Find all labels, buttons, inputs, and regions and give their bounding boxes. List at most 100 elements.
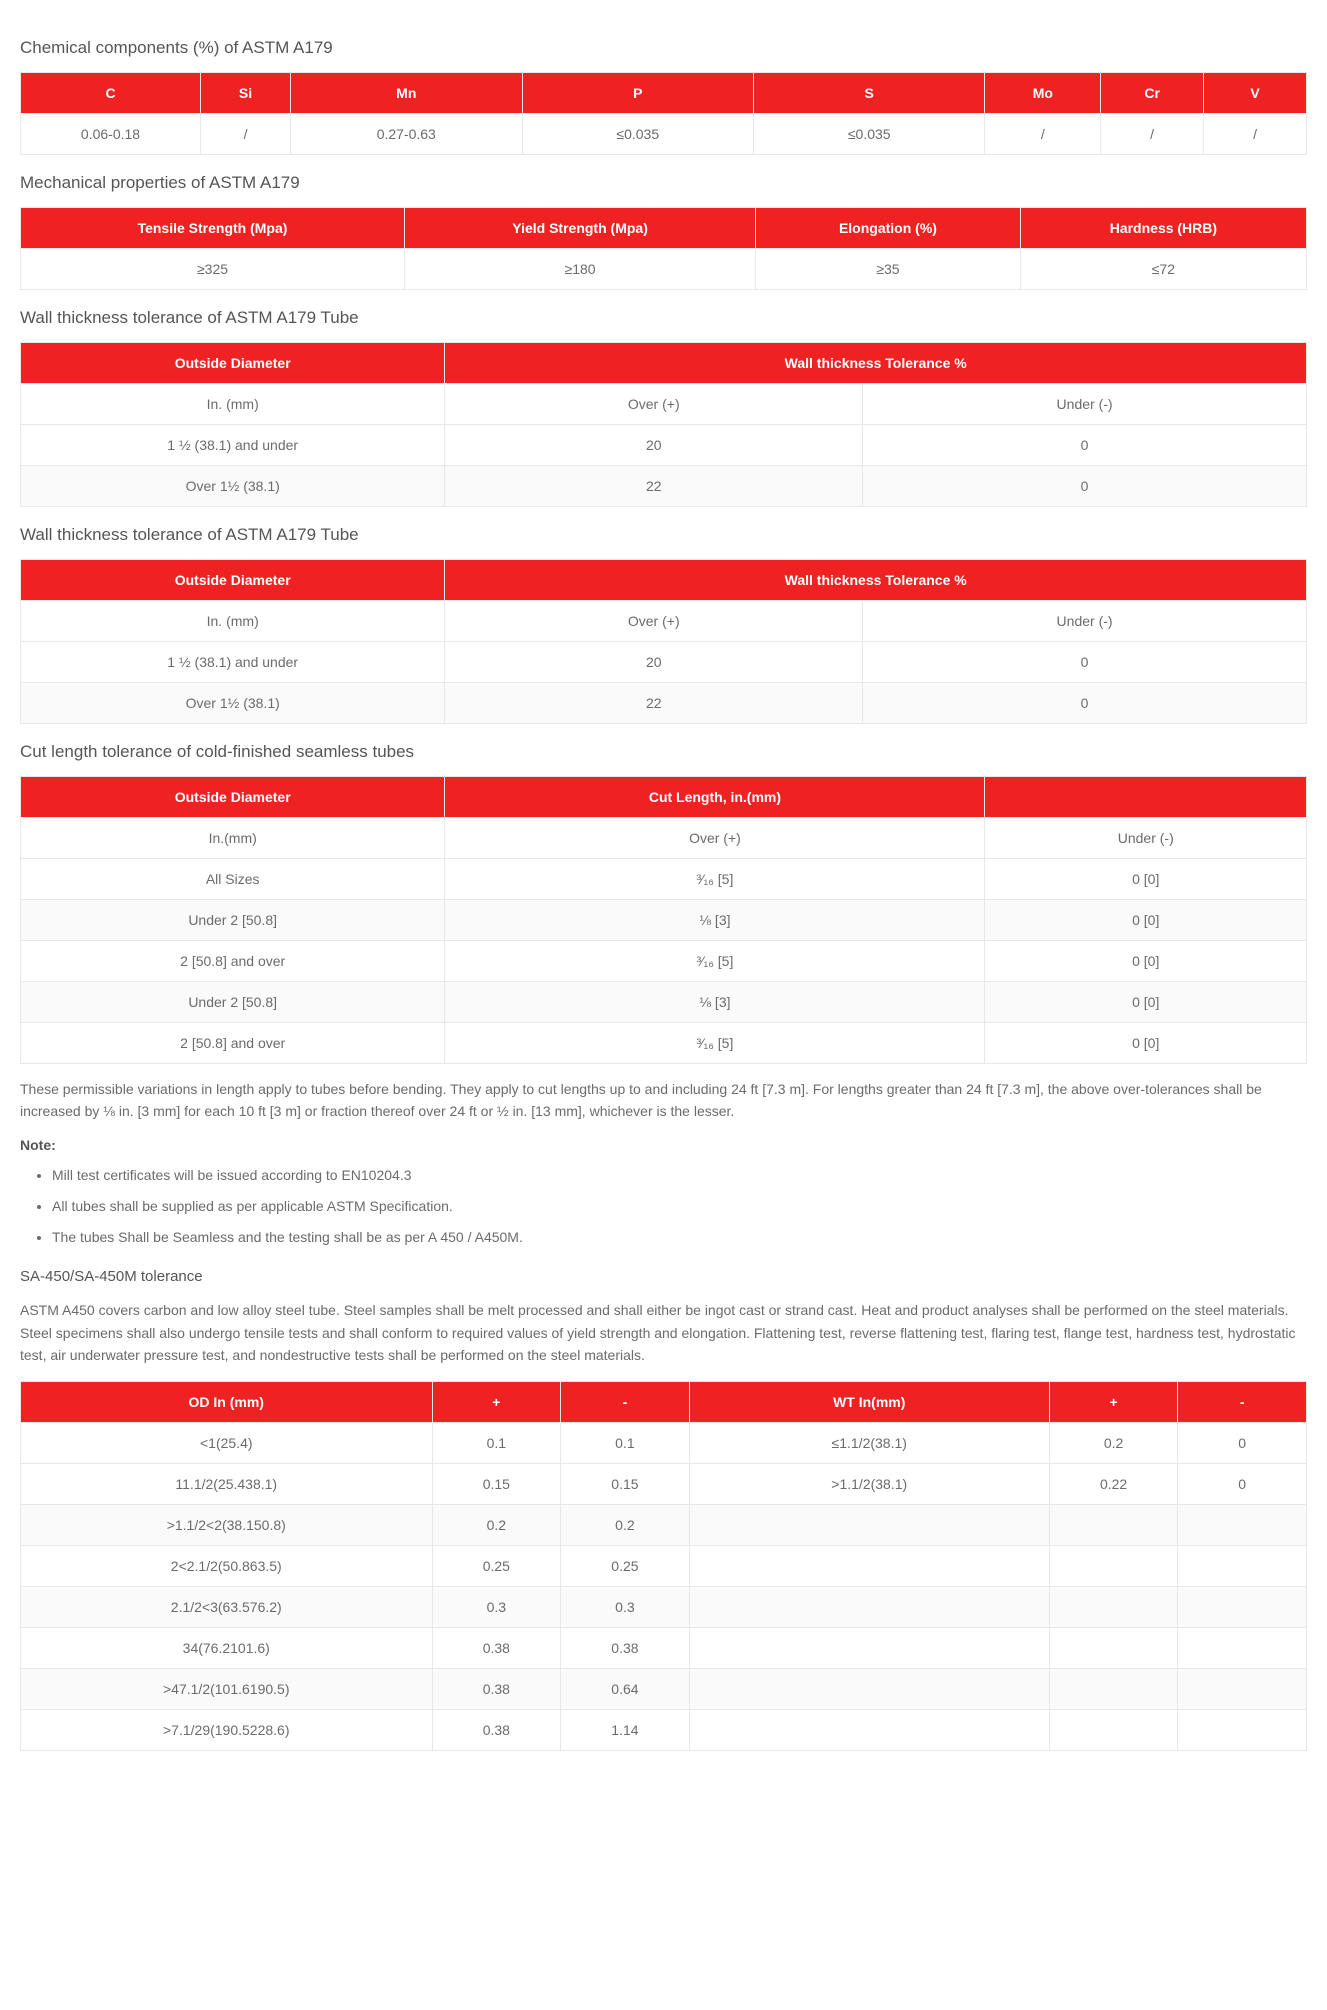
sa-cell: 0.38 <box>561 1627 690 1668</box>
sa-cell: 1.14 <box>561 1709 690 1750</box>
sa-cell <box>1049 1504 1178 1545</box>
cut-cell: Under 2 [50.8] <box>21 900 445 941</box>
wall1-sub: Over (+) <box>445 384 863 425</box>
cut-cell: All Sizes <box>21 859 445 900</box>
sa-cell: 0.25 <box>432 1545 561 1586</box>
chem-h-p: P <box>522 73 753 114</box>
sa-cell <box>1049 1586 1178 1627</box>
sa-h: WT In(mm) <box>689 1381 1049 1422</box>
sa-cell <box>689 1504 1049 1545</box>
sa-cell <box>1178 1709 1307 1750</box>
sa-cell <box>1049 1668 1178 1709</box>
wall2-cell: 0 <box>863 642 1307 683</box>
sa-title: SA-450/SA-450M tolerance <box>20 1268 1307 1285</box>
mech-cell: ≥35 <box>756 249 1021 290</box>
note-item: The tubes Shall be Seamless and the test… <box>52 1225 1307 1250</box>
note-item: All tubes shall be supplied as per appli… <box>52 1194 1307 1219</box>
wall1-cell: 20 <box>445 425 863 466</box>
sa-cell: >47.1/2(101.6190.5) <box>21 1668 433 1709</box>
wall1-h2: Wall thickness Tolerance % <box>445 343 1307 384</box>
wall1-cell: 22 <box>445 466 863 507</box>
sa-cell: 0.38 <box>432 1668 561 1709</box>
wall2-sub: In. (mm) <box>21 601 445 642</box>
note-label: Note: <box>20 1137 1307 1153</box>
sa-cell <box>689 1545 1049 1586</box>
sa-cell <box>1178 1545 1307 1586</box>
sa-cell: 0.15 <box>432 1463 561 1504</box>
sa-cell: >1.1/2(38.1) <box>689 1463 1049 1504</box>
cut-cell: Under 2 [50.8] <box>21 982 445 1023</box>
chem-cell: / <box>201 114 291 155</box>
sa-cell <box>689 1668 1049 1709</box>
sa-cell <box>1178 1668 1307 1709</box>
wall1-title: Wall thickness tolerance of ASTM A179 Tu… <box>20 308 1307 328</box>
sa-cell <box>1049 1627 1178 1668</box>
wall1-sub: Under (-) <box>863 384 1307 425</box>
wall2-sub: Under (-) <box>863 601 1307 642</box>
sa-cell: 0.3 <box>432 1586 561 1627</box>
cut-cell: 2 [50.8] and over <box>21 941 445 982</box>
cut-cell: ³⁄₁₆ [5] <box>445 1023 985 1064</box>
sa-cell: 2<2.1/2(50.863.5) <box>21 1545 433 1586</box>
cut-cell: 2 [50.8] and over <box>21 1023 445 1064</box>
cut-cell: 0 [0] <box>985 859 1307 900</box>
chem-cell: 0.06-0.18 <box>21 114 201 155</box>
chem-h-mo: Mo <box>985 73 1101 114</box>
sa-cell <box>1049 1709 1178 1750</box>
mech-h: Hardness (HRB) <box>1020 208 1306 249</box>
sa-h: + <box>432 1381 561 1422</box>
sa-h: - <box>561 1381 690 1422</box>
sa-cell: 0.22 <box>1049 1463 1178 1504</box>
wall2-sub: Over (+) <box>445 601 863 642</box>
sa-cell <box>689 1709 1049 1750</box>
wall2-title: Wall thickness tolerance of ASTM A179 Tu… <box>20 525 1307 545</box>
wall2-h2: Wall thickness Tolerance % <box>445 560 1307 601</box>
wall1-cell: Over 1½ (38.1) <box>21 466 445 507</box>
wall2-cell: 22 <box>445 683 863 724</box>
sa-cell: 0.64 <box>561 1668 690 1709</box>
chem-h-s: S <box>753 73 984 114</box>
sa-h: - <box>1178 1381 1307 1422</box>
wall1-sub: In. (mm) <box>21 384 445 425</box>
cut-cell: 0 [0] <box>985 900 1307 941</box>
sa-cell: 0.2 <box>432 1504 561 1545</box>
mech-title: Mechanical properties of ASTM A179 <box>20 173 1307 193</box>
wall2-cell: 0 <box>863 683 1307 724</box>
sa-cell: 0.38 <box>432 1709 561 1750</box>
sa-cell: 0.15 <box>561 1463 690 1504</box>
chem-h-v: V <box>1204 73 1307 114</box>
sa-cell <box>689 1627 1049 1668</box>
mech-h: Tensile Strength (Mpa) <box>21 208 405 249</box>
sa-cell: 0 <box>1178 1463 1307 1504</box>
mech-cell: ≤72 <box>1020 249 1306 290</box>
chem-cell: ≤0.035 <box>522 114 753 155</box>
sa-cell <box>1178 1504 1307 1545</box>
sa-cell: 0.2 <box>1049 1422 1178 1463</box>
sa-para: ASTM A450 covers carbon and low alloy st… <box>20 1299 1307 1366</box>
sa-cell: 0.25 <box>561 1545 690 1586</box>
chem-title: Chemical components (%) of ASTM A179 <box>20 38 1307 58</box>
sa-table: OD In (mm) + - WT In(mm) + - <1(25.4)0.1… <box>20 1381 1307 1751</box>
cut-h2: Cut Length, in.(mm) <box>445 777 985 818</box>
sa-cell <box>1049 1545 1178 1586</box>
cut-cell: 0 [0] <box>985 982 1307 1023</box>
wall2-cell: Over 1½ (38.1) <box>21 683 445 724</box>
sa-cell: 2.1/2<3(63.576.2) <box>21 1586 433 1627</box>
sa-cell: 0.2 <box>561 1504 690 1545</box>
sa-cell: 0.3 <box>561 1586 690 1627</box>
sa-cell: 0.1 <box>561 1422 690 1463</box>
sa-cell: >1.1/2<2(38.150.8) <box>21 1504 433 1545</box>
chem-h-si: Si <box>201 73 291 114</box>
sa-cell: 34(76.2101.6) <box>21 1627 433 1668</box>
chem-table: C Si Mn P S Mo Cr V 0.06-0.18 / 0.27-0.6… <box>20 72 1307 155</box>
cut-sub: Over (+) <box>445 818 985 859</box>
cut-table: Outside Diameter Cut Length, in.(mm) In.… <box>20 776 1307 1064</box>
wall2-h1: Outside Diameter <box>21 560 445 601</box>
sa-cell <box>689 1586 1049 1627</box>
wall1-cell: 1 ½ (38.1) and under <box>21 425 445 466</box>
sa-cell: 0 <box>1178 1422 1307 1463</box>
chem-cell: ≤0.035 <box>753 114 984 155</box>
wall1-cell: 0 <box>863 466 1307 507</box>
cut-cell: ⅛ [3] <box>445 900 985 941</box>
mech-h: Yield Strength (Mpa) <box>404 208 755 249</box>
